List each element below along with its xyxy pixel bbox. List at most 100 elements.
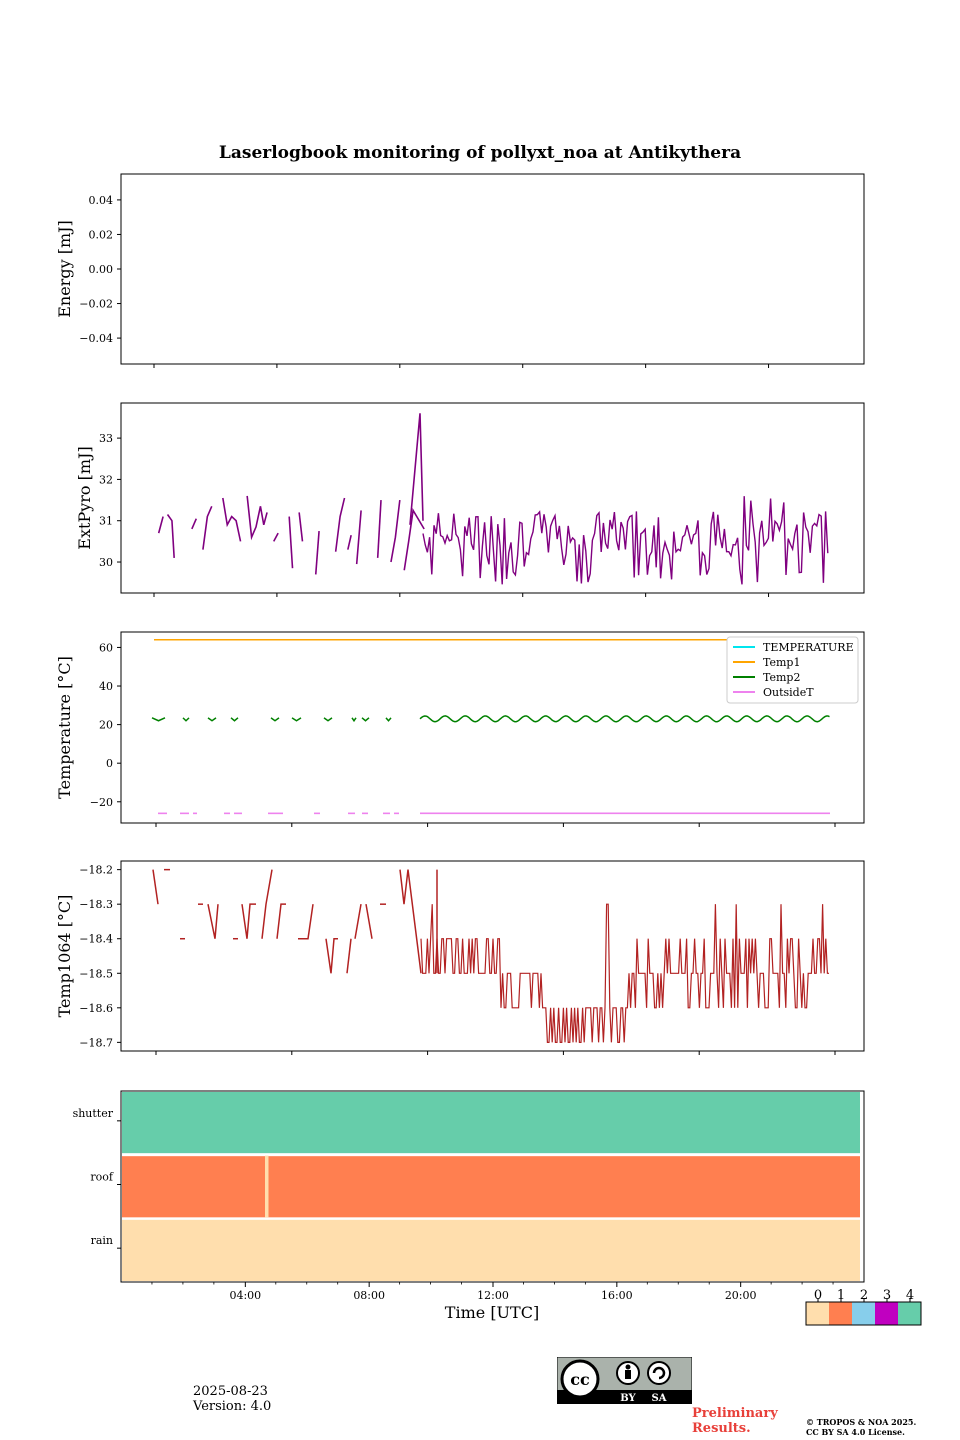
y-tick-label-extpyro: 31 [99,515,113,528]
series-line-temp1064-segment [399,869,422,974]
copyright-line2: CC BY SA 4.0 License. [806,1427,905,1437]
panel-frame-temperature [120,631,865,824]
y-tick-label-temp1064: −18.2 [79,864,113,877]
series-line-temp2-segment [291,717,302,722]
legend-label-temp2: Temp2 [763,671,800,684]
x-tick-label: 04:00 [229,1289,261,1302]
chart-title: Laserlogbook monitoring of pollyxt_noa a… [219,143,741,163]
panel-extpyro: 33 32 31 30 ExtPyro [mJ] [75,402,865,597]
sa-arrow-icon [652,1366,666,1380]
copyright-line1: © TROPOS & NOA 2025. [806,1417,917,1427]
cc-circle-icon [560,1359,600,1399]
colorbar-swatch-2 [852,1302,875,1325]
y-tick-label-energy: 0.04 [89,194,114,207]
flag-row-label-roof: roof [90,1171,114,1184]
panel-frame-extpyro [120,402,865,594]
cc-sa-label: SA [652,1393,667,1404]
footer-date: 2025-08-23 [193,1384,268,1399]
colorbar-label: 4 [906,1288,914,1303]
x-tick-label: 16:00 [601,1289,633,1302]
legend: TEMPERATURE Temp1 Temp2 OutsideT [726,636,859,704]
preliminary-notice: Preliminary Results. [692,1406,778,1436]
preliminary-line1: Preliminary [692,1406,778,1421]
y-tick-label-temperature: 20 [99,719,113,732]
series-line-temp2-segment [207,717,217,722]
by-person-head [625,1364,631,1370]
colorbar-label: 2 [860,1288,868,1303]
colorbar-swatch-1 [829,1302,852,1325]
flag-row-label-rain: rain [91,1234,113,1247]
series-line-extpyro-segment [166,514,175,558]
footer-date-block: 2025-08-23 Version: 4.0 [193,1384,271,1414]
x-tick-label: 20:00 [725,1289,757,1302]
legend-label-temp1: Temp1 [763,656,800,669]
legend-label-temperature: TEMPERATURE [763,641,854,654]
y-tick-label-temp1064: −18.3 [79,898,113,911]
series-line-extpyro-segment [355,510,362,565]
panel-energy: 0.04 0.02 0.00 −0.02 −0.04 Energy [mJ] [55,173,865,368]
y-axis-label-energy: Energy [mJ] [55,220,74,318]
series-line-extpyro-segment [334,497,346,552]
y-tick-label-energy: −0.04 [79,332,113,345]
panel-frame-temp1064 [120,860,865,1052]
series-line-temp1064-segment [365,904,373,939]
by-person-body [625,1370,631,1379]
cc-mark-text: cc [570,1370,590,1389]
y-axis-label-temperature: Temperature [°C] [55,656,74,799]
preliminary-line2: Results. [692,1421,751,1436]
y-tick-label-temperature: 40 [99,680,113,693]
panel-flags: shutter roof rain 04:00 08:00 12:00 16:00 20:00 [73,1090,865,1302]
series-line-extpyro-segment [288,516,294,569]
y-axis-label-extpyro: ExtPyro [mJ] [75,446,94,549]
series-line-temp1064-segment [325,937,338,974]
series-line-temp2-segment [351,717,357,723]
colorbar-label: 1 [837,1288,845,1303]
colorbar-label: 3 [883,1288,891,1303]
series-line-temp1064-segment [261,869,273,939]
footer-version: Version: 4.0 [193,1399,272,1414]
series-line-extpyro-segment [298,512,304,542]
flag-roof-gap [265,1155,269,1218]
y-tick-label-extpyro: 32 [99,473,113,486]
x-axis-label: Time [UTC] [445,1303,539,1322]
series-line-extpyro-segment [246,495,268,541]
cc-by-sa-badge: cc BY SA [557,1357,692,1404]
series-line-temp2-segment [182,717,190,722]
series-line-temp1064-dense [420,903,829,1044]
y-tick-label-temperature: 0 [106,757,113,770]
y-tick-label-temp1064: −18.5 [79,967,113,980]
colorbar-swatch-0 [806,1302,829,1325]
x-tick-label: 08:00 [353,1289,385,1302]
series-line-extpyro-segment [390,499,401,563]
series-line-temp2-segment [323,717,333,722]
colorbar-swatch-4 [898,1302,921,1325]
flag-row-roof [122,1156,860,1218]
legend-frame [726,636,859,704]
colorbar-swatch-3 [875,1302,898,1325]
flag-row-label-shutter: shutter [73,1107,114,1120]
panel-frame-energy [120,173,865,365]
panel-temperature: 60 40 20 0 −20 Temperature [°C] TEMPERATURE Tem… [55,631,865,827]
series-line-extpyro-segment [403,508,425,571]
cc-by-label: BY [620,1393,636,1404]
series-line-extpyro-segment [191,518,198,530]
colorbar-label: 0 [814,1288,822,1303]
legend-label-outsidet: OutsideT [763,686,814,699]
y-axis-label-temp1064: Temp1064 [°C] [55,895,74,1018]
series-line-temp2-segment [270,717,280,722]
y-tick-label-temperature: −20 [90,796,113,809]
y-tick-label-extpyro: 30 [99,556,113,569]
series-line-temp2-segment [151,717,166,722]
series-line-temp1064-segment [241,903,256,939]
series-line-extpyro-segment [202,505,213,550]
series-line-extpyro-segment [157,516,164,534]
sa-share-icon [647,1361,671,1385]
series-line-temp1064-segment [152,869,159,905]
y-tick-label-extpyro: 33 [99,432,113,445]
y-tick-label-temperature: 60 [99,641,113,654]
y-tick-label-energy: 0.02 [89,228,114,241]
series-line-extpyro-segment [314,530,320,575]
series-line-temp1064-segment [346,938,352,974]
